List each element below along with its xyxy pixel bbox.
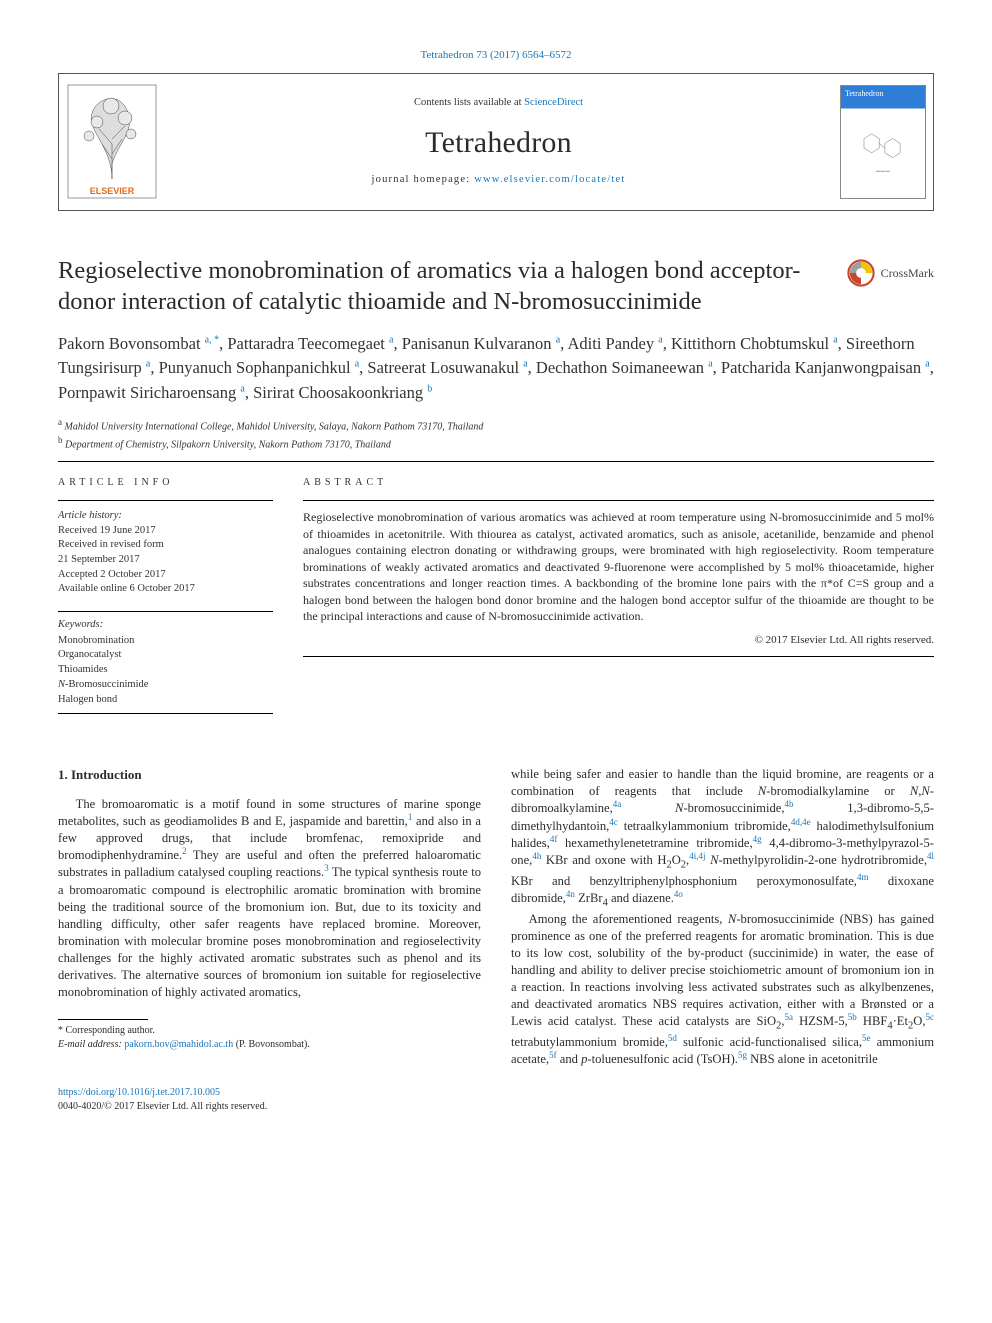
cover-title: Tetrahedron (841, 86, 925, 108)
crossmark-badge[interactable]: CrossMark (847, 259, 934, 287)
page-footer: https://doi.org/10.1016/j.tet.2017.10.00… (58, 1086, 934, 1113)
svg-text:— — —: — — — (875, 169, 889, 173)
body-column-left: 1. Introduction The bromoaromatic is a m… (58, 766, 481, 1068)
cover-body: — — — (841, 108, 925, 198)
doi-link[interactable]: https://doi.org/10.1016/j.tet.2017.10.00… (58, 1087, 220, 1098)
svg-text:ELSEVIER: ELSEVIER (89, 186, 134, 196)
author-list: Pakorn Bovonsombat a, *, Pattaradra Teec… (58, 332, 934, 406)
divider (58, 713, 273, 714)
body-column-right: while being safer and easier to handle t… (511, 766, 934, 1068)
crossmark-icon (847, 259, 875, 287)
article-info-label: ARTICLE INFO (58, 462, 273, 501)
intro-paragraph-cont: while being safer and easier to handle t… (511, 766, 934, 910)
crossmark-label: CrossMark (881, 265, 934, 281)
author-email-link[interactable]: pakorn.bov@mahidol.ac.th (124, 1039, 233, 1050)
journal-homepage-link[interactable]: www.elsevier.com/locate/tet (474, 174, 625, 185)
section-heading-introduction: 1. Introduction (58, 766, 481, 784)
abstract-label: ABSTRACT (303, 462, 934, 501)
journal-issue-link: Tetrahedron 73 (2017) 6564–6572 (58, 48, 934, 63)
divider (303, 656, 934, 657)
contents-available: Contents lists available at ScienceDirec… (172, 96, 825, 110)
corresponding-author-note: * Corresponding author. (58, 1024, 481, 1038)
intro-paragraph-2: Among the aforementioned reagents, N-bro… (511, 911, 934, 1069)
abstract-copyright: © 2017 Elsevier Ltd. All rights reserved… (303, 633, 934, 648)
issue-link[interactable]: Tetrahedron 73 (2017) 6564–6572 (420, 49, 571, 61)
email-line: E-mail address: pakorn.bov@mahidol.ac.th… (58, 1038, 481, 1052)
footnote-divider (58, 1019, 148, 1020)
affiliations: a Mahidol University International Colle… (58, 416, 934, 452)
elsevier-logo: ELSEVIER (59, 74, 164, 210)
journal-name: Tetrahedron (172, 123, 825, 164)
elsevier-tree-icon: ELSEVIER (67, 84, 157, 199)
article-title: Regioselective monobromination of aromat… (58, 255, 829, 318)
journal-header: ELSEVIER Contents lists available at Sci… (58, 73, 934, 211)
article-history: Article history: Received 19 June 2017 R… (58, 509, 273, 597)
intro-paragraph: The bromoaromatic is a motif found in so… (58, 796, 481, 1002)
issn-copyright: 0040-4020/© 2017 Elsevier Ltd. All right… (58, 1100, 934, 1114)
keywords: Keywords: Monobromination Organocatalyst… (58, 618, 273, 707)
abstract-text: Regioselective monobromination of variou… (303, 509, 934, 625)
journal-cover-thumb: Tetrahedron — — — (833, 74, 933, 210)
footnotes: * Corresponding author. E-mail address: … (58, 1024, 481, 1051)
journal-homepage: journal homepage: www.elsevier.com/locat… (172, 173, 825, 187)
sciencedirect-link[interactable]: ScienceDirect (524, 97, 583, 108)
divider (58, 611, 273, 612)
